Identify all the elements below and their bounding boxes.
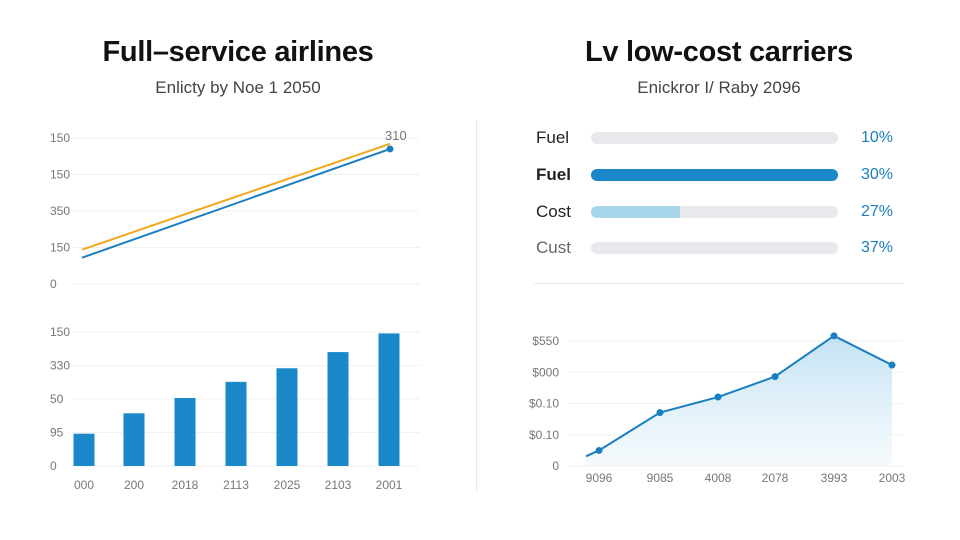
line-y-tick: 150 <box>50 168 70 182</box>
area-point <box>771 373 779 381</box>
bar <box>123 413 145 466</box>
panel-divider <box>476 120 477 492</box>
progress-value: 10% <box>861 129 894 146</box>
area-point <box>714 393 722 401</box>
line-series-1 <box>81 142 391 251</box>
area-fill <box>586 335 892 466</box>
area-x-tick: 2003 <box>879 471 906 485</box>
line-series-2 <box>81 148 391 259</box>
area-point <box>888 361 896 369</box>
bar-x-tick: 2018 <box>172 478 199 492</box>
line-end-label: 310 <box>385 128 407 143</box>
bar-x-tick: 000 <box>74 478 94 492</box>
line-y-tick: 150 <box>50 131 70 145</box>
area-y-tick: $000 <box>532 365 559 379</box>
area-y-tick: $0.10 <box>529 397 559 411</box>
progress-label: Cust <box>536 238 571 257</box>
progress-track <box>591 242 838 254</box>
progress-value: 37% <box>861 239 894 256</box>
low-cost-panel: Lv low-cost carriers Enickror I/ Raby 20… <box>478 0 960 540</box>
progress-track <box>591 132 838 144</box>
line-y-tick: 0 <box>50 277 57 291</box>
bar-y-tick: 95 <box>50 426 64 440</box>
bar-x-tick: 2001 <box>376 478 403 492</box>
left-line-chart: 150 150 350 150 0 310 <box>50 128 420 291</box>
bar-y-tick: 0 <box>50 459 57 473</box>
bar-y-tick: 330 <box>50 359 70 373</box>
bar <box>327 352 349 466</box>
bar <box>276 368 298 466</box>
progress-track <box>591 169 838 181</box>
progress-fill <box>591 169 838 181</box>
progress-fill <box>591 206 680 218</box>
bar <box>73 433 95 466</box>
progress-value: 30% <box>861 166 894 183</box>
area-y-tick: 0 <box>552 459 559 473</box>
bar-x-tick: 2103 <box>325 478 352 492</box>
right-area-chart: $550 $000 $0.10 $0.10 0 9096 9085 4008 2078 3993… <box>529 332 906 485</box>
bar-x-tick: 200 <box>124 478 144 492</box>
line-y-tick: 150 <box>50 241 70 255</box>
full-service-panel: Full–service airlines Enlicty by Noe 1 2… <box>0 0 476 540</box>
section-divider <box>534 283 904 284</box>
right-subtitle: Enickror I/ Raby 2096 <box>637 78 801 97</box>
line-end-point <box>386 145 394 153</box>
bar-y-tick: 150 <box>50 325 70 339</box>
progress-label: Cost <box>536 202 571 221</box>
area-point <box>656 409 664 417</box>
progress-track <box>591 206 838 218</box>
left-title: Full–service airlines <box>102 36 374 68</box>
bar-x-tick: 2025 <box>274 478 301 492</box>
right-title: Lv low-cost carriers <box>585 36 853 68</box>
area-y-tick: $550 <box>532 334 559 348</box>
bar-x-tick: 2113 <box>223 478 249 492</box>
bar <box>225 381 247 466</box>
line-y-tick: 350 <box>50 204 70 218</box>
area-x-tick: 2078 <box>762 471 789 485</box>
progress-label: Fuel <box>536 165 571 184</box>
area-point <box>595 446 603 454</box>
left-bar-chart: 150 330 50 95 0 000 200 2018 2113 2025 2103 2001 <box>50 325 420 492</box>
area-x-tick: 3993 <box>821 471 848 485</box>
bar <box>378 333 400 466</box>
progress-label: Fuel <box>536 128 570 147</box>
area-y-tick: $0.10 <box>529 428 559 442</box>
progress-value: 27% <box>861 203 894 220</box>
bar <box>174 398 196 466</box>
area-x-tick: 9085 <box>647 471 674 485</box>
area-x-tick: 4008 <box>705 471 732 485</box>
area-point <box>830 332 838 340</box>
left-subtitle: Enlicty by Noe 1 2050 <box>155 78 321 97</box>
bar-y-tick: 50 <box>50 392 64 406</box>
area-x-tick: 9096 <box>586 471 613 485</box>
